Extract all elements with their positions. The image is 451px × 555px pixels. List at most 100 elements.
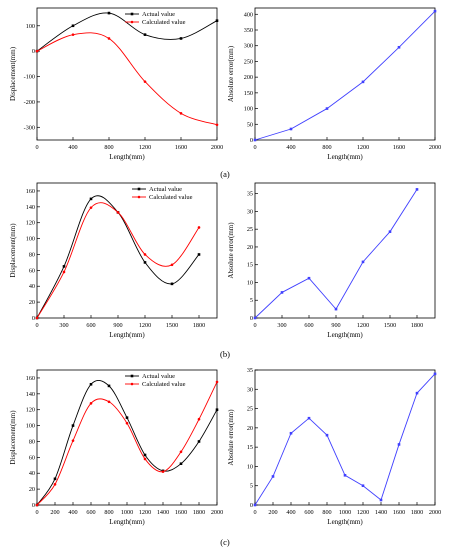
data-point <box>215 408 219 412</box>
y-axis-label: Absolute error(mm) <box>227 45 235 102</box>
x-tick-label: 1400 <box>157 509 169 516</box>
data-point <box>143 453 147 457</box>
y-tick-label: 10 <box>247 463 253 470</box>
data-point <box>215 19 219 22</box>
data-point <box>71 424 75 427</box>
x-tick-label: 800 <box>322 144 331 151</box>
x-tick-label: 800 <box>104 144 113 151</box>
data-point <box>170 263 174 267</box>
legend-swatch-marker <box>130 20 134 24</box>
y-tick-label: 20 <box>29 486 35 493</box>
data-point <box>307 276 311 280</box>
y-tick-label: 0 <box>250 315 253 322</box>
x-tick-label: 1200 <box>357 509 369 516</box>
data-point <box>116 211 120 214</box>
data-point <box>89 402 93 405</box>
data-point <box>197 253 201 256</box>
data-point <box>89 382 93 386</box>
data-point <box>334 307 338 311</box>
x-tick-label: 0 <box>253 322 256 329</box>
legend-label: Actual value <box>149 186 182 193</box>
x-tick-label: 300 <box>59 322 68 329</box>
y-tick-label: -200 <box>24 99 35 106</box>
y-tick-label: -300 <box>24 124 35 131</box>
x-tick-label: 900 <box>113 322 122 329</box>
y-axis-label: Displacement(mm) <box>9 46 17 101</box>
data-point <box>179 450 183 454</box>
y-tick-label: 20 <box>247 244 253 251</box>
x-tick-label: 1600 <box>175 509 187 516</box>
y-tick-label: 35 <box>247 191 253 198</box>
series-line <box>254 373 436 506</box>
x-tick-label: 1800 <box>411 322 423 329</box>
x-tick-label: 200 <box>50 509 59 516</box>
y-tick-label: 30 <box>247 386 253 393</box>
y-axis-label: Displacement(mm) <box>9 223 17 278</box>
y-tick-label: 80 <box>29 438 35 445</box>
x-tick-label: 1600 <box>175 144 187 151</box>
data-point <box>271 475 275 478</box>
plot-frame <box>254 182 436 319</box>
data-point <box>379 498 383 502</box>
data-point <box>89 197 93 201</box>
data-point <box>143 457 147 461</box>
y-tick-label: 100 <box>26 236 35 243</box>
x-tick-label: 1200 <box>139 509 151 516</box>
legend-label: Actual value <box>142 11 175 18</box>
y-tick-label: 160 <box>26 188 35 195</box>
y-tick-label: 120 <box>26 220 35 227</box>
y-tick-label: 10 <box>247 279 253 286</box>
legend-label: Actual value <box>142 373 175 380</box>
y-tick-label: 5 <box>250 297 253 304</box>
x-axis-label: Length(mm) <box>109 518 145 526</box>
legend-swatch-marker <box>130 382 134 386</box>
data-point <box>62 270 66 274</box>
panel-label: (a) <box>220 169 230 179</box>
data-point <box>179 37 183 40</box>
y-tick-label: 200 <box>244 74 253 81</box>
series-line <box>36 202 200 319</box>
y-tick-label: 0 <box>250 137 253 144</box>
y-tick-label: 400 <box>244 11 253 18</box>
x-tick-label: 800 <box>322 509 331 516</box>
x-tick-label: 1600 <box>393 509 405 516</box>
y-tick-label: 350 <box>244 27 253 34</box>
data-point <box>71 33 75 36</box>
y-tick-label: 60 <box>29 267 35 274</box>
x-tick-label: 0 <box>35 322 38 329</box>
data-point <box>125 416 129 419</box>
x-tick-label: 1800 <box>411 509 423 516</box>
data-point <box>289 127 293 131</box>
data-point <box>170 282 174 286</box>
data-point <box>325 107 329 110</box>
data-point <box>125 421 129 425</box>
y-axis-label: Absolute error(mm) <box>227 222 235 279</box>
y-tick-label: 100 <box>26 423 35 430</box>
data-point <box>35 49 39 53</box>
data-point <box>71 24 75 28</box>
data-point <box>89 206 93 209</box>
data-point <box>253 316 257 320</box>
data-point <box>143 261 147 264</box>
data-point <box>253 503 257 507</box>
y-tick-label: 140 <box>26 391 35 398</box>
data-point <box>107 384 111 388</box>
plot-frame <box>254 7 436 141</box>
y-tick-label: 30 <box>247 208 253 215</box>
y-tick-label: 0 <box>32 502 35 509</box>
data-point <box>361 484 365 488</box>
data-point <box>253 138 257 142</box>
data-point <box>107 11 111 15</box>
x-tick-label: 1000 <box>121 509 133 516</box>
x-tick-label: 0 <box>35 144 38 151</box>
y-tick-label: 50 <box>247 121 253 128</box>
data-point <box>280 291 284 294</box>
chart-c-right: 0 200 400 600 800 1000 1200 1400 1600 1800 2000 0 5 1… <box>227 367 441 526</box>
x-tick-label: 1000 <box>339 509 351 516</box>
x-tick-label: 900 <box>331 322 340 329</box>
data-point <box>397 443 401 446</box>
data-point <box>215 380 219 384</box>
